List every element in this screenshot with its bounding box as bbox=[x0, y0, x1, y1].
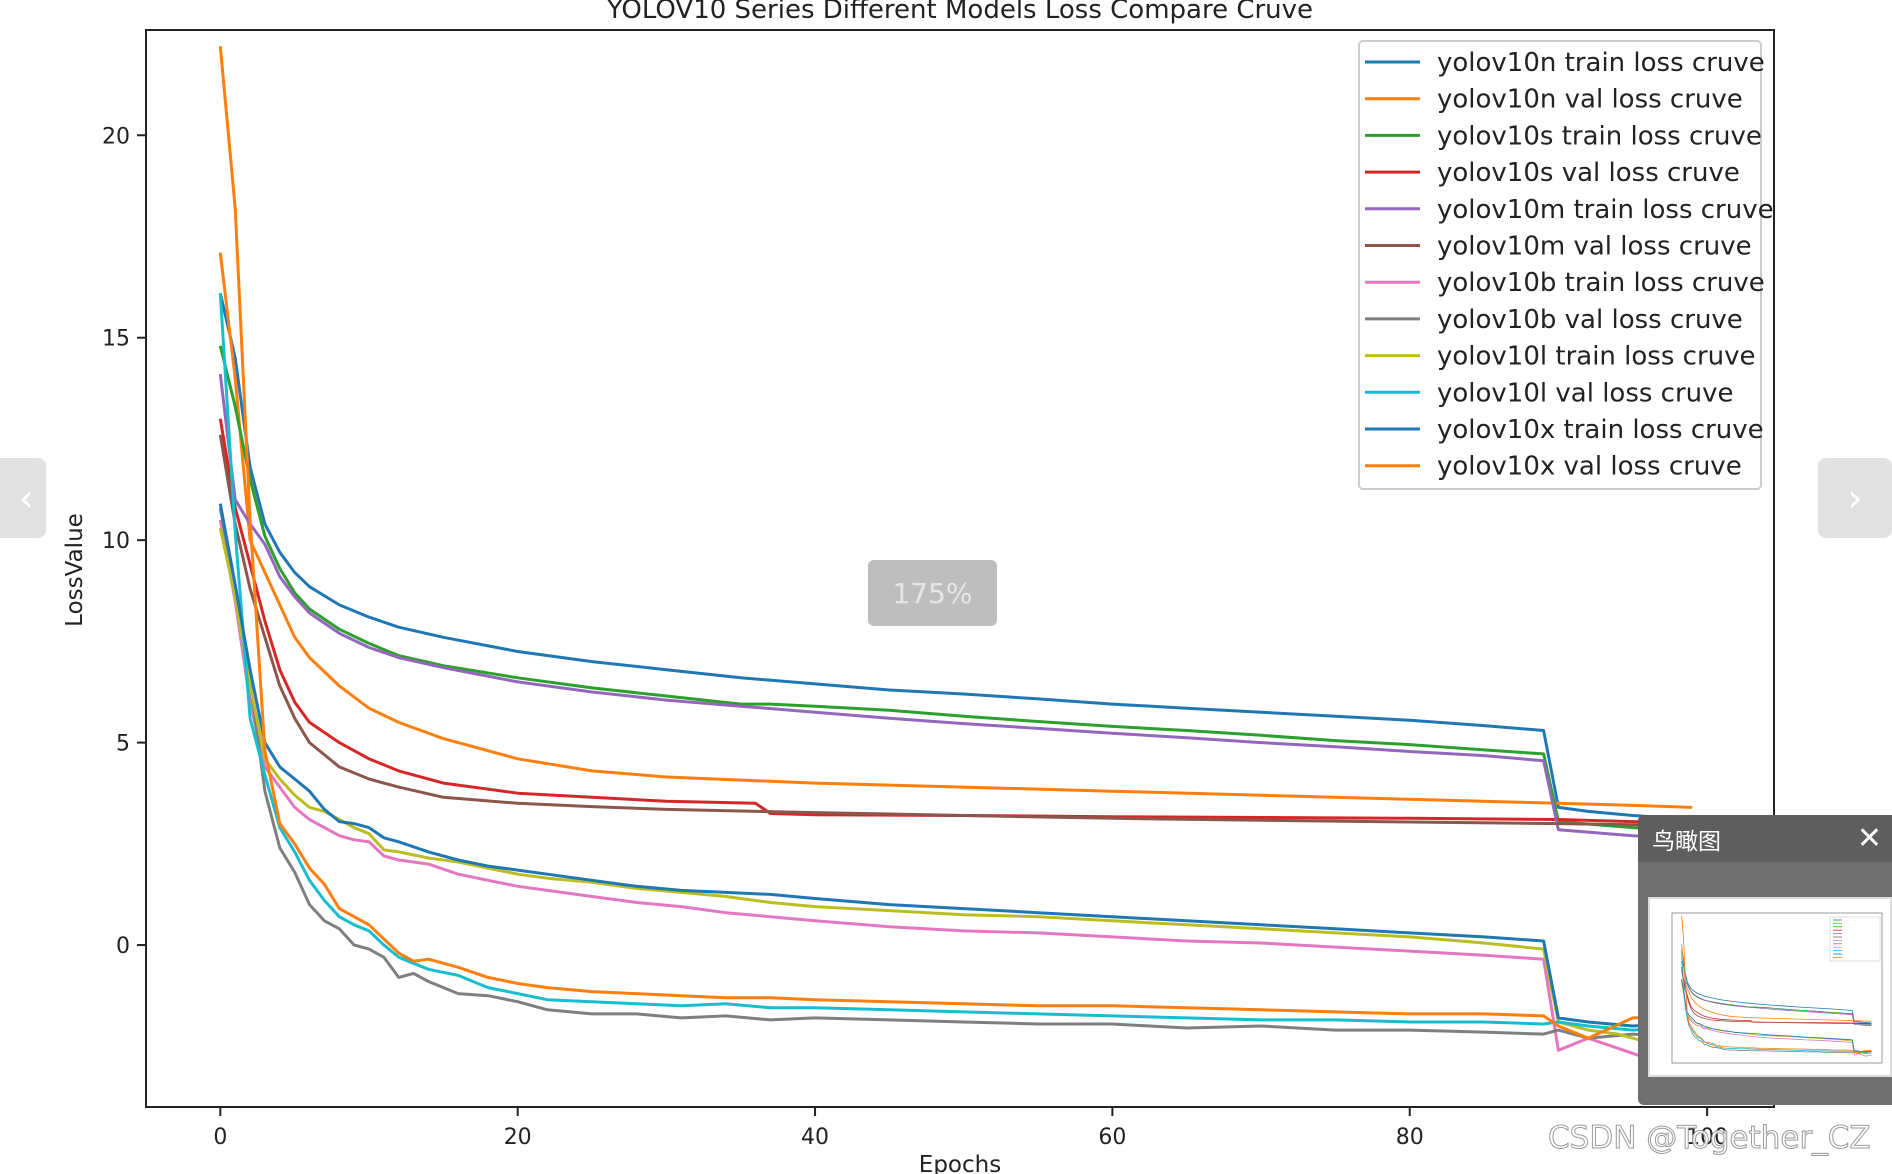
zoom-level-badge: 175% bbox=[868, 560, 997, 626]
legend-label: yolov10b train loss cruve bbox=[1437, 268, 1765, 298]
thumb-series-line-6 bbox=[1681, 981, 1872, 1057]
series-line-7 bbox=[218, 507, 1693, 1040]
series-line-10 bbox=[218, 503, 1693, 1028]
chart-lines bbox=[218, 46, 1693, 1060]
thumb-series-line-1 bbox=[1681, 943, 1872, 1022]
legend-box bbox=[1358, 40, 1762, 490]
thumbnail-chart bbox=[1671, 912, 1883, 1064]
overview-title: 鸟瞰图 bbox=[1652, 828, 1721, 855]
legend-label: yolov10m train loss cruve bbox=[1437, 195, 1774, 225]
thumb-series-line-5 bbox=[1681, 969, 1872, 1025]
x-tick-label: 100 bbox=[1686, 1125, 1728, 1150]
x-tick-label: 20 bbox=[504, 1125, 532, 1150]
legend: yolov10n train loss cruve yolov10n val lo… bbox=[1358, 40, 1774, 490]
thumb-series-line-9 bbox=[1681, 949, 1872, 1053]
chart-title: YOLOV10 Series Different Models Loss Com… bbox=[606, 0, 1313, 25]
legend-label: yolov10s train loss cruve bbox=[1437, 121, 1762, 151]
watermark: CSDN @Together_CZ bbox=[1548, 1120, 1872, 1157]
series-line-1 bbox=[218, 252, 1693, 809]
next-image-button[interactable]: › bbox=[1818, 458, 1892, 538]
chevron-left-icon: ‹ bbox=[18, 476, 34, 520]
legend-label: yolov10x train loss cruve bbox=[1437, 415, 1764, 445]
overview-header: 鸟瞰图 ✕ bbox=[1638, 815, 1892, 862]
legend-label: yolov10n train loss cruve bbox=[1437, 48, 1765, 78]
y-tick-label: 20 bbox=[102, 124, 130, 149]
thumb-series-line-3 bbox=[1681, 967, 1872, 1024]
prev-image-button[interactable]: ‹ bbox=[0, 458, 46, 538]
legend-label: yolov10l train loss cruve bbox=[1437, 342, 1756, 372]
thumb-series-line-0 bbox=[1681, 949, 1872, 1024]
close-icon[interactable]: ✕ bbox=[1856, 820, 1882, 856]
plot-frame bbox=[145, 29, 1775, 1108]
series-line-9 bbox=[218, 293, 1693, 1032]
axis-ticks: 0 20 40 60 80 100 0 5 10 15 20 bbox=[102, 124, 1728, 1150]
series-line-6 bbox=[218, 519, 1693, 1060]
y-tick-label: 5 bbox=[116, 732, 130, 757]
series-line-4 bbox=[218, 374, 1693, 841]
legend-label: yolov10l val loss cruve bbox=[1437, 378, 1734, 408]
legend-label: yolov10s val loss cruve bbox=[1437, 158, 1740, 188]
legend-label: yolov10m val loss cruve bbox=[1437, 232, 1752, 262]
y-tick-label: 15 bbox=[102, 327, 130, 352]
x-tick-label: 80 bbox=[1396, 1125, 1424, 1150]
y-tick-label: 10 bbox=[102, 529, 130, 554]
thumb-series-line-11 bbox=[1681, 915, 1872, 1054]
y-tick-label: 0 bbox=[116, 934, 130, 959]
series-line-2 bbox=[218, 345, 1693, 833]
thumb-frame bbox=[1671, 912, 1883, 1064]
thumb-series-line-7 bbox=[1681, 979, 1872, 1054]
legend-label: yolov10n val loss cruve bbox=[1437, 85, 1743, 115]
series-line-3 bbox=[218, 418, 1693, 826]
series-line-5 bbox=[218, 434, 1693, 828]
series-line-11 bbox=[218, 46, 1693, 1040]
overview-thumbnail[interactable] bbox=[1648, 897, 1892, 1077]
series-line-0 bbox=[218, 292, 1693, 821]
x-tick-label: 40 bbox=[801, 1125, 829, 1150]
x-tick-label: 0 bbox=[213, 1125, 227, 1150]
x-axis-label: Epochs bbox=[919, 1152, 1001, 1174]
zoom-level-text: 175% bbox=[892, 576, 973, 610]
thumb-series-line-10 bbox=[1681, 978, 1872, 1053]
x-tick-label: 60 bbox=[1098, 1125, 1126, 1150]
legend-label: yolov10x val loss cruve bbox=[1437, 452, 1742, 482]
overview-panel: 鸟瞰图 ✕ bbox=[1638, 815, 1892, 1105]
legend-label: yolov10b val loss cruve bbox=[1437, 305, 1743, 335]
series-line-8 bbox=[218, 527, 1693, 1044]
thumb-series-line-4 bbox=[1681, 960, 1872, 1027]
y-axis-label: LossValue bbox=[62, 513, 88, 627]
chevron-right-icon: › bbox=[1847, 476, 1863, 520]
